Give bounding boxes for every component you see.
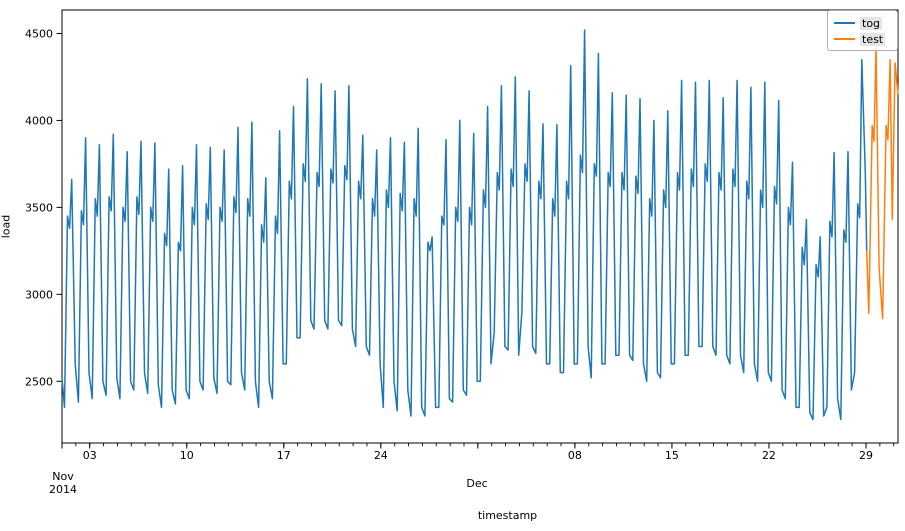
month-label-nov-month: Nov [52,470,74,483]
series-tog-line [61,29,868,421]
legend-label-tog: tog [860,16,883,30]
x-tick-label: 29 [859,449,873,462]
y-tick-label: 3500 [25,201,53,214]
legend-item-tog: tog [834,15,891,31]
x-tick-label: 08 [568,449,582,462]
y-tick-label: 4000 [25,114,53,127]
x-axis-label: timestamp [477,509,538,522]
legend-swatch-test [834,38,855,40]
x-axis-label-wrap: timestamp [0,509,905,522]
y-axis-label: load [0,214,13,239]
x-tick-label: 22 [762,449,776,462]
y-tick-label: 3000 [25,288,53,301]
month-label-nov-year: 2014 [49,483,77,496]
x-tick-label: 03 [83,449,97,462]
plot-spines [61,9,899,444]
legend-item-test: test [834,31,891,47]
legend-label-test: test [860,32,886,46]
y-tick-label: 4500 [25,27,53,40]
month-label-nov: Nov 2014 [33,470,93,496]
y-tick-label: 2500 [25,375,53,388]
x-tick-label: 17 [277,449,291,462]
x-tick-label: 10 [180,449,194,462]
x-tick-label: 15 [665,449,679,462]
legend: tog test [827,10,898,51]
month-label-dec-month: Dec [466,477,488,490]
x-tick-label: 24 [374,449,388,462]
series-test-line [865,46,899,320]
month-label-dec: Dec [447,477,507,490]
legend-swatch-tog [834,22,855,24]
